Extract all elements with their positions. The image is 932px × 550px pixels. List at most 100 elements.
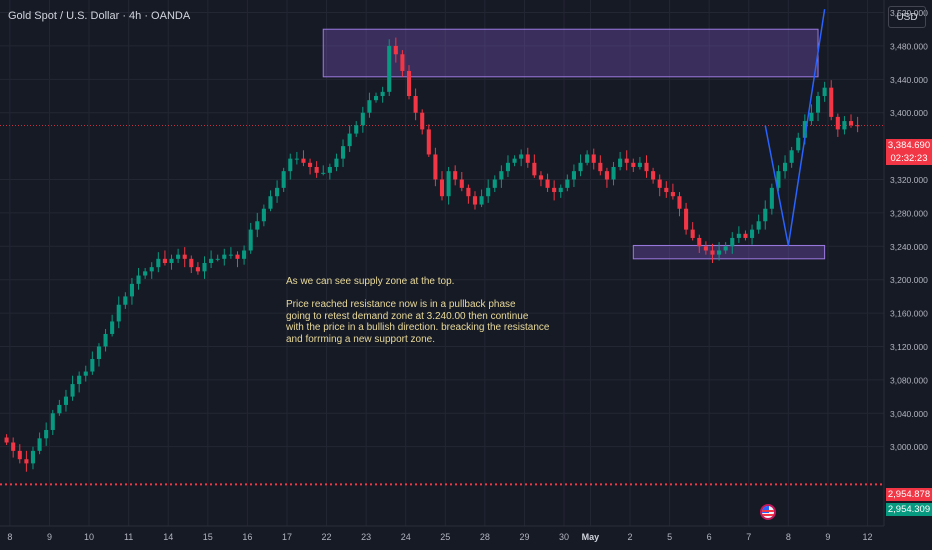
time-tick-label: 6 bbox=[707, 532, 712, 542]
candle-body bbox=[730, 237, 735, 247]
projection-line bbox=[764, 9, 826, 246]
candle-body bbox=[756, 221, 761, 230]
candle-body bbox=[802, 121, 807, 138]
price-axis[interactable]: 3,520.000 3,480.000 3,440.000 3,400.000 3,32… bbox=[883, 0, 932, 550]
candle-body bbox=[50, 413, 55, 430]
candle-body bbox=[387, 45, 392, 92]
candle-body bbox=[479, 196, 484, 205]
time-tick-label: 11 bbox=[124, 532, 133, 542]
chart-grid bbox=[0, 0, 884, 526]
candle-body bbox=[578, 162, 583, 172]
price-tick-label: 3,000.000 bbox=[890, 442, 928, 452]
candle-body bbox=[538, 175, 544, 180]
candle-body bbox=[149, 267, 154, 272]
candle-body bbox=[11, 442, 16, 451]
candle-body bbox=[360, 112, 365, 126]
candle-body bbox=[57, 404, 62, 414]
candle-body bbox=[472, 196, 478, 205]
candle-body bbox=[17, 450, 22, 460]
candle-body bbox=[664, 187, 669, 193]
candle-body bbox=[202, 263, 207, 272]
candle-body bbox=[433, 154, 438, 180]
candle-body bbox=[235, 254, 240, 259]
candle-body bbox=[413, 96, 418, 113]
candle-body bbox=[426, 129, 431, 155]
candle-body bbox=[439, 179, 445, 197]
candle-body bbox=[281, 171, 286, 188]
candle-body bbox=[776, 171, 781, 188]
candle-body bbox=[380, 91, 385, 97]
time-tick-label: 30 bbox=[559, 532, 569, 542]
price-tick-label: 3,320.000 bbox=[890, 175, 928, 185]
time-tick-label: 16 bbox=[242, 532, 252, 542]
candle-body bbox=[855, 125, 860, 127]
price-tick-label: 3,280.000 bbox=[890, 208, 928, 218]
price-axis-bg bbox=[884, 0, 932, 550]
current-price-tag: 3,384.690 bbox=[886, 139, 932, 152]
candle-body bbox=[453, 171, 458, 180]
candle-body bbox=[354, 125, 359, 134]
candle-body bbox=[446, 171, 451, 197]
candle-body bbox=[334, 158, 339, 167]
candle-body bbox=[248, 229, 253, 251]
candle-body bbox=[637, 162, 642, 167]
time-axis[interactable]: 8 9 10 11 14 15 16 17 22 23 24 25 28 29 30 May 2 5 6 7 8 9 12 bbox=[0, 525, 884, 542]
candle-body bbox=[459, 179, 464, 188]
candle-body bbox=[571, 171, 576, 180]
price-tick-label: 3,520.000 bbox=[890, 8, 928, 18]
candle-body bbox=[512, 158, 517, 163]
candle-body bbox=[782, 162, 788, 172]
candle-body bbox=[769, 187, 774, 209]
candle-body bbox=[492, 179, 497, 188]
candlestick-series bbox=[4, 37, 860, 472]
candle-body bbox=[829, 87, 834, 117]
candle-body bbox=[288, 158, 293, 172]
time-tick-label: 24 bbox=[401, 532, 411, 542]
candle-body bbox=[4, 437, 9, 443]
candle-body bbox=[37, 438, 42, 451]
candle-body bbox=[703, 246, 708, 251]
candle-body bbox=[275, 187, 280, 197]
candle-body bbox=[684, 208, 689, 230]
candle-body bbox=[156, 258, 161, 268]
candle-body bbox=[400, 54, 405, 71]
candle-body bbox=[393, 45, 398, 55]
candle-body bbox=[835, 116, 840, 130]
supply-zone bbox=[322, 28, 819, 78]
candle-body bbox=[30, 450, 36, 464]
us-flag-icon[interactable] bbox=[760, 504, 776, 520]
candle-body bbox=[215, 258, 220, 260]
price-tick-label: 3,080.000 bbox=[890, 375, 928, 385]
candle-body bbox=[116, 304, 121, 322]
time-tick-label: 23 bbox=[361, 532, 371, 542]
time-tick-label: 10 bbox=[84, 532, 94, 542]
candle-body bbox=[532, 162, 537, 176]
candle-body bbox=[657, 179, 662, 188]
time-tick-label: 28 bbox=[480, 532, 490, 542]
candle-body bbox=[565, 179, 570, 188]
currency-button[interactable]: USD bbox=[888, 6, 926, 28]
time-tick-label: 22 bbox=[322, 532, 332, 542]
candle-body bbox=[644, 162, 649, 172]
candle-body bbox=[63, 396, 69, 405]
candle-body bbox=[618, 158, 623, 167]
candle-body bbox=[558, 187, 563, 193]
candle-body bbox=[604, 171, 609, 180]
candle-body bbox=[697, 237, 702, 247]
candle-body bbox=[789, 150, 794, 163]
candle-body bbox=[44, 429, 49, 439]
candle-body bbox=[373, 96, 379, 101]
candle-body bbox=[842, 121, 847, 130]
candle-body bbox=[525, 154, 530, 163]
candle-body bbox=[717, 250, 722, 255]
time-tick-label: 5 bbox=[667, 532, 672, 542]
candle-body bbox=[96, 346, 102, 360]
candle-body bbox=[129, 283, 134, 297]
time-tick-label: 9 bbox=[47, 532, 52, 542]
candle-body bbox=[182, 254, 187, 259]
candle-body bbox=[327, 166, 332, 173]
candle-body bbox=[670, 192, 675, 197]
candle-body bbox=[406, 70, 412, 97]
symbol-title[interactable]: Gold Spot / U.S. Dollar · 4h · OANDA bbox=[8, 10, 191, 22]
